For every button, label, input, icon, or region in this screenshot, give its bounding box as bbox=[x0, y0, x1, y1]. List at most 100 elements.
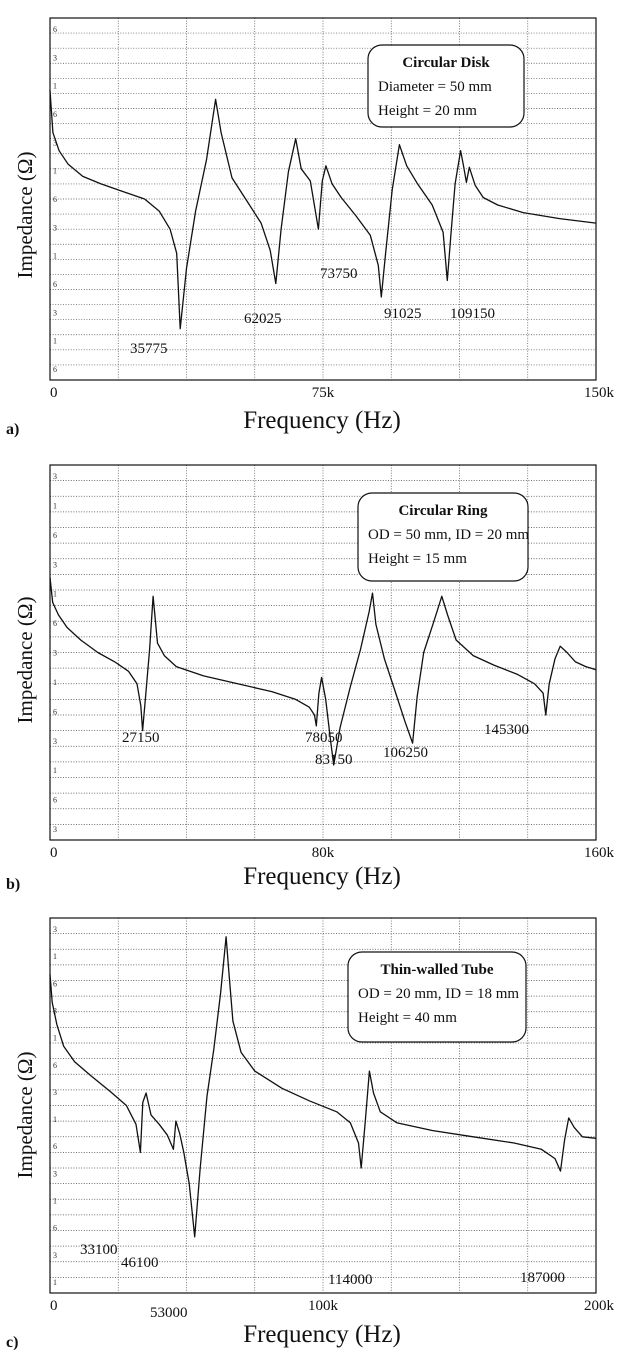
chart-c-y-tick-label: 1 bbox=[53, 952, 57, 961]
chart-c-x-tick-label: 100k bbox=[308, 1298, 339, 1314]
chart-b-legend-title: Circular Ring bbox=[398, 503, 488, 519]
impedance-chart-a: 6 3 1 6 3 1 6 3 1 6 3 1 6 0 75k 150k 35775 62025 73750 91… bbox=[0, 0, 626, 440]
chart-a-y-tick-label: 3 bbox=[53, 53, 57, 62]
chart-c-y-tick-label: 3 bbox=[53, 1088, 57, 1097]
chart-a-resonance-label: 91025 bbox=[384, 306, 422, 322]
chart-a-x-axis-label: Frequency (Hz) bbox=[243, 407, 401, 434]
chart-a-x-tick-label: 150k bbox=[584, 385, 615, 401]
chart-a-y-tick-label: 3 bbox=[53, 308, 57, 317]
chart-c-impedance-curve bbox=[49, 936, 597, 1238]
chart-b-resonance-label: 83150 bbox=[315, 752, 353, 768]
chart-a-x-tick-label: 75k bbox=[312, 385, 335, 401]
chart-c-resonance-label: 46100 bbox=[121, 1255, 159, 1271]
chart-b-x-tick-label: 160k bbox=[584, 845, 615, 861]
chart-a-y-tick-label: 6 bbox=[53, 195, 57, 204]
chart-c-resonance-label: 187000 bbox=[520, 1270, 565, 1286]
chart-c-legend-frame bbox=[347, 951, 527, 1043]
chart-a-y-tick-label: 1 bbox=[53, 82, 57, 91]
chart-c-y-tick-label: 3 bbox=[53, 1169, 57, 1178]
chart-c-panel-label: c) bbox=[6, 1334, 18, 1350]
chart-c-legend-line-2: Height = 40 mm bbox=[358, 1010, 457, 1026]
chart-a-panel-label: a) bbox=[6, 421, 19, 438]
chart-b-resonance-label: 145300 bbox=[484, 722, 529, 738]
chart-a-y-tick-label: 1 bbox=[53, 167, 57, 176]
chart-a-y-tick-label: 6 bbox=[53, 280, 57, 289]
chart-b-legend-frame bbox=[357, 492, 529, 582]
chart-a-plot-frame bbox=[49, 17, 597, 381]
chart-b-y-tick-label: 3 bbox=[53, 737, 57, 746]
chart-a-y-tick-label: 6 bbox=[53, 25, 57, 34]
chart-a-y-tick-label: 1 bbox=[53, 252, 57, 261]
chart-b-y-tick-label: 1 bbox=[53, 590, 57, 599]
chart-b-y-tick-label: 3 bbox=[53, 649, 57, 658]
chart-b-legend-line-1: OD = 50 mm, ID = 20 mm bbox=[368, 527, 529, 543]
chart-b-y-tick-label: 1 bbox=[53, 766, 57, 775]
chart-a-legend-frame bbox=[367, 44, 525, 128]
chart-b-resonance-label: 78050 bbox=[305, 730, 343, 746]
chart-c-x-tick-label: 0 bbox=[50, 1298, 58, 1314]
chart-b-x-tick-label: 80k bbox=[312, 845, 335, 861]
chart-c-y-tick-label: 3 bbox=[53, 925, 57, 934]
chart-c-y-tick-label: 1 bbox=[53, 1197, 57, 1206]
chart-c-resonance-label: 53000 bbox=[150, 1305, 188, 1321]
chart-b-y-tick-label: 6 bbox=[53, 619, 57, 628]
chart-b-y-axis-label: Impedance (Ω) bbox=[13, 597, 37, 724]
chart-b-x-tick-labels: 0 80k 160k bbox=[50, 845, 615, 861]
impedance-chart-b: 3 1 6 3 1 6 3 1 6 3 1 6 3 0 80k 160k 27150 78050 83150 10… bbox=[0, 450, 626, 895]
chart-a-y-tick-label: 6 bbox=[53, 110, 57, 119]
chart-c-y-tick-labels: 3 1 6 3 1 6 3 1 6 3 1 6 3 1 bbox=[53, 925, 57, 1287]
chart-b-y-tick-label: 6 bbox=[53, 531, 57, 540]
chart-a-y-tick-label: 3 bbox=[53, 138, 57, 147]
chart-a-legend-box: Circular Disk Diameter = 50 mm Height = … bbox=[367, 44, 525, 128]
chart-a-canvas: 6 3 1 6 3 1 6 3 1 6 3 1 6 0 75k 150k 35775 62025 73750 91… bbox=[6, 17, 615, 438]
chart-c-y-tick-label: 1 bbox=[53, 1034, 57, 1043]
chart-c-legend-line-1: OD = 20 mm, ID = 18 mm bbox=[358, 986, 519, 1002]
chart-c-y-tick-label: 6 bbox=[53, 1061, 57, 1070]
chart-a-impedance-curve bbox=[49, 90, 597, 330]
chart-c-x-tick-labels: 0 100k 200k bbox=[50, 1298, 615, 1314]
chart-c-x-axis-label: Frequency (Hz) bbox=[243, 1321, 401, 1348]
chart-c-plot-frame bbox=[49, 917, 597, 1294]
chart-a-y-axis-label: Impedance (Ω) bbox=[13, 152, 37, 279]
chart-c-y-tick-label: 1 bbox=[53, 1278, 57, 1287]
chart-c-legend-title: Thin-walled Tube bbox=[381, 962, 494, 978]
chart-a-legend-line-1: Diameter = 50 mm bbox=[378, 79, 492, 95]
chart-c-grid bbox=[50, 918, 596, 1293]
chart-b-canvas: 3 1 6 3 1 6 3 1 6 3 1 6 3 0 80k 160k 27150 78050 83150 10… bbox=[6, 464, 615, 893]
impedance-chart-c: 3 1 6 3 1 6 3 1 6 3 1 6 3 1 0 100k 200k 33100 46100 53000… bbox=[0, 900, 626, 1350]
chart-a-resonance-label: 62025 bbox=[244, 311, 282, 327]
chart-c-y-tick-label: 1 bbox=[53, 1115, 57, 1124]
chart-a-legend-line-2: Height = 20 mm bbox=[378, 103, 477, 119]
chart-b-y-tick-label: 6 bbox=[53, 707, 57, 716]
chart-a-legend-title: Circular Disk bbox=[402, 55, 490, 71]
chart-c-y-tick-label: 6 bbox=[53, 979, 57, 988]
chart-b-y-tick-label: 3 bbox=[53, 825, 57, 834]
chart-a-resonance-label: 109150 bbox=[450, 306, 495, 322]
chart-c-y-axis-label: Impedance (Ω) bbox=[13, 1052, 37, 1179]
chart-b-y-tick-labels: 3 1 6 3 1 6 3 1 6 3 1 6 3 bbox=[53, 472, 57, 834]
chart-b-y-tick-label: 3 bbox=[53, 560, 57, 569]
chart-b-y-tick-label: 6 bbox=[53, 796, 57, 805]
chart-c-resonance-label: 33100 bbox=[80, 1242, 118, 1258]
chart-b-resonance-label: 106250 bbox=[383, 745, 428, 761]
chart-c-y-tick-label: 6 bbox=[53, 1224, 57, 1233]
chart-a-y-tick-labels: 6 3 1 6 3 1 6 3 1 6 3 1 6 bbox=[53, 25, 57, 374]
chart-c-resonance-label: 114000 bbox=[328, 1272, 372, 1288]
chart-b-legend-box: Circular Ring OD = 50 mm, ID = 20 mm Hei… bbox=[357, 492, 529, 582]
chart-c-y-tick-label: 3 bbox=[53, 1251, 57, 1260]
chart-b-x-axis-label: Frequency (Hz) bbox=[243, 863, 401, 890]
chart-c-legend-box: Thin-walled Tube OD = 20 mm, ID = 18 mm … bbox=[347, 951, 527, 1043]
chart-a-resonance-label: 35775 bbox=[130, 341, 168, 357]
chart-a-y-tick-label: 3 bbox=[53, 223, 57, 232]
chart-b-resonance-labels: 27150 78050 83150 106250 145300 bbox=[122, 722, 529, 768]
chart-c-y-tick-label: 6 bbox=[53, 1142, 57, 1151]
chart-b-x-tick-label: 0 bbox=[50, 845, 58, 861]
chart-b-resonance-label: 27150 bbox=[122, 730, 160, 746]
chart-a-x-tick-label: 0 bbox=[50, 385, 58, 401]
chart-a-resonance-labels: 35775 62025 73750 91025 109150 bbox=[130, 266, 495, 357]
chart-b-y-tick-label: 3 bbox=[53, 472, 57, 481]
chart-a-x-tick-labels: 0 75k 150k bbox=[50, 385, 615, 401]
chart-a-resonance-label: 73750 bbox=[320, 266, 358, 282]
